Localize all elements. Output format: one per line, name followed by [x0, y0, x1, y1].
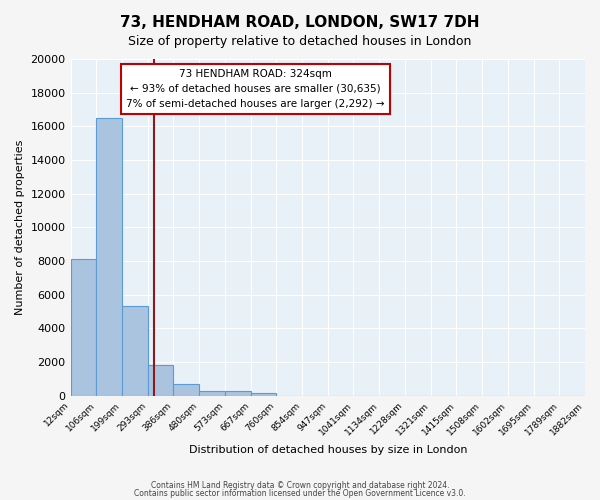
Bar: [225, 392, 251, 396]
Text: Contains public sector information licensed under the Open Government Licence v3: Contains public sector information licen…: [134, 488, 466, 498]
Y-axis label: Number of detached properties: Number of detached properties: [15, 140, 25, 315]
Text: 73 HENDHAM ROAD: 324sqm
← 93% of detached houses are smaller (30,635)
7% of semi: 73 HENDHAM ROAD: 324sqm ← 93% of detache…: [127, 69, 385, 108]
Text: Contains HM Land Registry data © Crown copyright and database right 2024.: Contains HM Land Registry data © Crown c…: [151, 481, 449, 490]
Bar: [122, 306, 148, 396]
Bar: [148, 364, 173, 396]
Bar: [199, 390, 225, 396]
Text: 73, HENDHAM ROAD, LONDON, SW17 7DH: 73, HENDHAM ROAD, LONDON, SW17 7DH: [120, 15, 480, 30]
X-axis label: Distribution of detached houses by size in London: Distribution of detached houses by size …: [188, 445, 467, 455]
Bar: [251, 393, 277, 396]
Bar: [71, 260, 96, 396]
Bar: [173, 384, 199, 396]
Text: Size of property relative to detached houses in London: Size of property relative to detached ho…: [128, 35, 472, 48]
Bar: [96, 118, 122, 396]
